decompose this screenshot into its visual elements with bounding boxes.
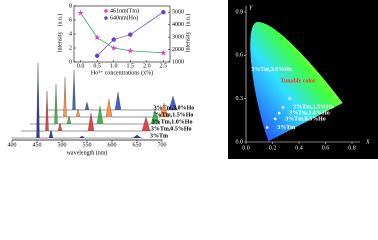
x-tick-label: 600 bbox=[108, 142, 117, 148]
y2-tick-label: 2000 bbox=[172, 47, 184, 53]
y-tick-label: 2 bbox=[69, 45, 72, 51]
y-tick-label: 8 bbox=[69, 3, 72, 9]
x-tick-label: 700 bbox=[158, 142, 167, 148]
marker bbox=[127, 47, 134, 54]
y2-axis-label: Intensity bbox=[185, 32, 191, 53]
marker bbox=[110, 44, 117, 51]
y-axis-label: Y bbox=[249, 5, 253, 11]
color-point bbox=[277, 111, 281, 115]
y-tick-label: 0 bbox=[69, 59, 72, 65]
point-label: 3%Tm,0.5%Ho bbox=[285, 116, 326, 122]
marker bbox=[160, 49, 167, 56]
inset-chart: 0.0 0.5 1.0 1.5 2.0 2.5 0 2 4 6 8 1000 2000 3000 4000 5… bbox=[56, 3, 191, 76]
color-point bbox=[288, 97, 292, 100]
spectra: 400 450 500 550 600 650 700 wavelength (nm) 3%Tm… bbox=[8, 62, 195, 156]
legend-marker bbox=[104, 16, 108, 20]
x-tick-label: 650 bbox=[133, 142, 142, 148]
x-tick-label: 1.0 bbox=[110, 63, 118, 69]
x-axis-label: Ho³⁺ concentrations (x%) bbox=[91, 69, 153, 76]
x-tick-label: 550 bbox=[83, 142, 92, 148]
marker bbox=[161, 10, 166, 15]
x-tick-label: 400 bbox=[8, 142, 17, 148]
series-line bbox=[96, 11, 164, 57]
y-axis-unit: (a.u.) bbox=[56, 14, 63, 27]
point-label: 3%Tm,3.0%Ho bbox=[251, 67, 292, 73]
y-axis-label: Intensity bbox=[57, 32, 63, 53]
x-tick-label: 0.2 bbox=[269, 145, 277, 151]
color-point bbox=[273, 117, 277, 121]
cie-diagram: 0.0 0.2 0.4 0.6 0.8 0.0 0.3 0.6 0.9 X Y Tunable col… bbox=[236, 5, 371, 151]
marker bbox=[77, 9, 84, 16]
x-tick-label: 2.0 bbox=[143, 63, 151, 69]
color-point bbox=[281, 106, 285, 109]
spectrum bbox=[21, 90, 151, 132]
x-tick-label: 0.6 bbox=[322, 145, 330, 151]
y-tick-label: 6 bbox=[69, 17, 72, 23]
x-tick-label: 0.4 bbox=[295, 145, 303, 151]
y2-tick-label: 3000 bbox=[172, 34, 184, 40]
legend-label: 461nm(Tm) bbox=[110, 7, 139, 14]
x-tick-label: 0.8 bbox=[348, 145, 356, 151]
marker bbox=[128, 32, 133, 37]
marker bbox=[111, 37, 116, 42]
y-tick-label: 0.6 bbox=[236, 53, 244, 59]
x-axis-label: wavelength (nm) bbox=[67, 149, 108, 156]
figure: 400 450 500 550 600 650 700 wavelength (nm) 3%Tm… bbox=[7, 0, 378, 159]
y-tick-label: 0.9 bbox=[236, 9, 244, 15]
x-tick-label: 1.5 bbox=[127, 63, 135, 69]
color-point bbox=[265, 126, 269, 129]
spectrum bbox=[48, 69, 178, 111]
x-tick-label: 2.5 bbox=[160, 63, 168, 69]
series-label: 3%Tm,1.0%Ho bbox=[152, 119, 193, 125]
y-tick-label: 0.0 bbox=[236, 139, 244, 145]
spectrum bbox=[30, 83, 160, 125]
horseshoe bbox=[250, 21, 343, 142]
series-label: 3%Tm bbox=[150, 133, 168, 139]
point-label: 3%Tm bbox=[277, 125, 295, 131]
series-label: 3%Tm,3.0%Ho bbox=[154, 105, 195, 111]
y2-tick-label: 5000 bbox=[172, 10, 184, 16]
annotation: Tunable color bbox=[280, 79, 316, 85]
point-label: 3%Tm,1.5%Ho bbox=[293, 105, 334, 111]
spectrum bbox=[12, 62, 142, 139]
x-tick-label: 0.0 bbox=[242, 145, 250, 151]
y-tick-label: 0.3 bbox=[236, 96, 244, 102]
spectrum bbox=[39, 76, 169, 118]
series-label: 3%Tm,0.5%Ho bbox=[151, 126, 192, 132]
marker bbox=[94, 34, 101, 41]
legend-label: 640nm(Ho) bbox=[110, 14, 138, 21]
y2-axis-unit: (a.u.) bbox=[184, 14, 191, 27]
x-tick-label: 0.0 bbox=[77, 63, 85, 69]
x-tick-label: 0.5 bbox=[93, 63, 101, 69]
y2-tick-label: 1000 bbox=[172, 59, 184, 65]
x-tick-label: 450 bbox=[33, 142, 42, 148]
y2-tick-label: 4000 bbox=[172, 22, 184, 28]
inset-frame bbox=[73, 5, 171, 63]
point-label: 3%Tm,1.0%Ho bbox=[289, 110, 330, 116]
x-tick-label: 500 bbox=[58, 142, 67, 148]
marker bbox=[94, 53, 100, 58]
y-tick-label: 4 bbox=[69, 31, 72, 37]
series-label: 3%Tm,1.5%Ho bbox=[153, 112, 194, 118]
x-axis-label: X bbox=[365, 139, 370, 145]
legend-marker bbox=[104, 9, 108, 13]
